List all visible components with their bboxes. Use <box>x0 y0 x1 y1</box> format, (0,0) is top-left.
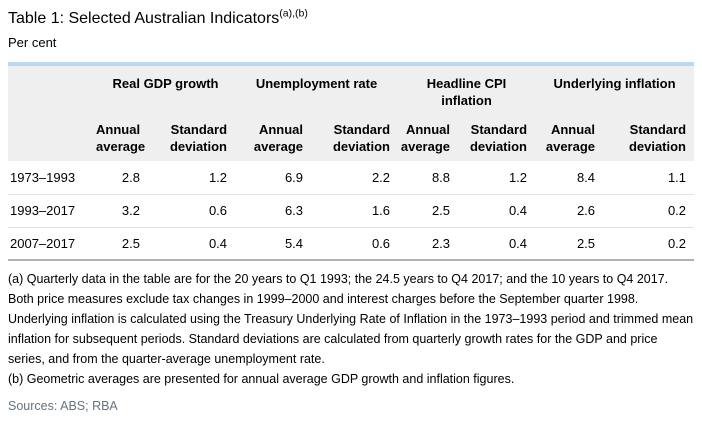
value-cell: 1.2 <box>208 169 228 185</box>
sub-header-unemployment-standard-deviation: Standard deviation <box>311 118 399 161</box>
group-header-headline-cpi-inflation: Headline CPI inflation <box>398 64 536 118</box>
group-header-underlying-inflation: Underlying inflation <box>535 64 695 118</box>
value-cell: 0.6 <box>148 193 236 227</box>
table-row-1993-2017: 1993–2017 3.2 0.6 6.3 1.6 2.5 0.4 2.6 0.… <box>8 193 695 227</box>
sub-header-underlying-annual-average: Annual average <box>535 118 604 161</box>
group-header-real-gdp-growth: Real GDP growth <box>96 64 236 118</box>
value-cell: 1.2 <box>508 169 528 185</box>
value-cell: 0.4 <box>148 226 236 260</box>
sub-header-cpi-annual-average: Annual average <box>398 118 459 161</box>
value-cell: 6.9 <box>284 169 304 185</box>
value-cell: 8.4 <box>576 169 596 185</box>
group-header-unemployment-rate: Unemployment rate <box>235 64 399 118</box>
value-cell: 0.2 <box>603 226 695 260</box>
value-cell: 1.6 <box>311 193 399 227</box>
value-cell: 6.3 <box>235 193 312 227</box>
sub-header-row: Annual average Standard deviation Annual… <box>8 118 695 161</box>
value-cell: 2.8 <box>121 169 140 185</box>
value-cell: 2.2 <box>371 169 391 185</box>
sub-header-cpi-standard-deviation: Standard deviation <box>458 118 536 161</box>
value-cell: 1.1 <box>667 169 687 185</box>
corner-cell <box>8 118 96 161</box>
footnote-a: (a) Quarterly data in the table are for … <box>8 272 694 366</box>
table-title: Table 1: Selected Australian Indicators(… <box>8 8 694 30</box>
value-cell: 0.4 <box>458 193 536 227</box>
value-cell: 3.2 <box>96 193 148 227</box>
sub-header-gdp-standard-deviation: Standard deviation <box>148 118 236 161</box>
value-cell: 0.2 <box>603 193 695 227</box>
period-cell: 1973–1993 <box>10 169 76 185</box>
footnotes: (a) Quarterly data in the table are for … <box>8 269 694 389</box>
table-row-2007-2017: 2007–2017 2.5 0.4 5.4 0.6 2.3 0.4 2.5 0.… <box>8 226 695 260</box>
value-cell: 2.5 <box>535 226 604 260</box>
value-cell: 8.8 <box>431 169 451 185</box>
sub-header-underlying-standard-deviation: Standard deviation <box>603 118 695 161</box>
table-row-1973-1993: 1973–1993 2.8 1.2 6.9 2.2 8.8 1.2 8.4 1.… <box>8 161 694 194</box>
corner-cell <box>8 64 96 118</box>
value-cell: 2.6 <box>535 193 604 227</box>
value-cell: 2.3 <box>398 226 459 260</box>
footnote-b: (b) Geometric averages are presented for… <box>8 372 515 386</box>
table-header: Real GDP growth Unemployment rate Headli… <box>8 64 695 161</box>
period-cell: 1993–2017 <box>8 193 96 227</box>
value-cell: 2.5 <box>398 193 459 227</box>
table-title-text: Table 1: Selected Australian Indicators <box>8 10 280 27</box>
sources-line: Sources: ABS; RBA <box>8 399 118 413</box>
period-cell: 2007–2017 <box>8 226 96 260</box>
footnote-reference-marks: (a),(b) <box>279 7 308 20</box>
table-body: 1973–1993 2.8 1.2 6.9 2.2 8.8 1.2 8.4 1.… <box>8 161 695 260</box>
indicators-table: Real GDP growth Unemployment rate Headli… <box>8 62 695 261</box>
sub-header-unemployment-annual-average: Annual average <box>235 118 312 161</box>
group-header-row: Real GDP growth Unemployment rate Headli… <box>8 64 695 118</box>
value-cell: 2.5 <box>96 226 148 260</box>
table-units-subtitle: Per cent <box>8 35 57 50</box>
sub-header-gdp-annual-average: Annual average <box>96 118 148 161</box>
value-cell: 5.4 <box>235 226 312 260</box>
value-cell: 0.6 <box>311 226 399 260</box>
value-cell: 0.4 <box>458 226 536 260</box>
